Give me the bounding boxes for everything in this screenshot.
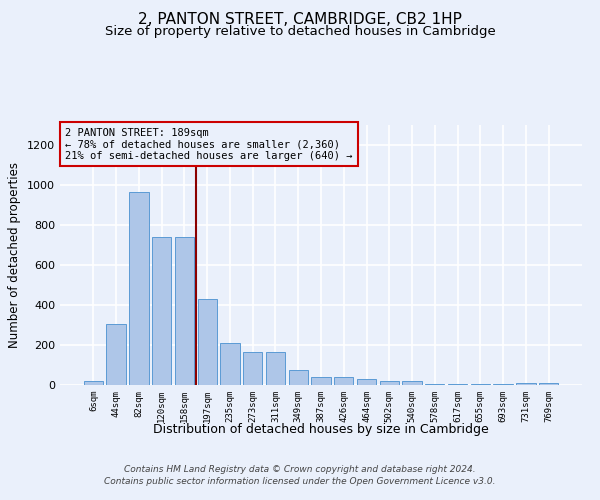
Bar xyxy=(106,324,126,385)
Bar xyxy=(220,343,239,385)
Text: Contains public sector information licensed under the Open Government Licence v3: Contains public sector information licen… xyxy=(104,478,496,486)
Bar xyxy=(129,192,149,385)
Bar xyxy=(84,380,103,385)
Text: 2 PANTON STREET: 189sqm
← 78% of detached houses are smaller (2,360)
21% of semi: 2 PANTON STREET: 189sqm ← 78% of detache… xyxy=(65,128,353,161)
Bar xyxy=(425,384,445,385)
Bar xyxy=(289,370,308,385)
Bar xyxy=(516,382,536,385)
Bar xyxy=(152,237,172,385)
Bar xyxy=(448,384,467,385)
Text: 2, PANTON STREET, CAMBRIDGE, CB2 1HP: 2, PANTON STREET, CAMBRIDGE, CB2 1HP xyxy=(138,12,462,28)
Text: Size of property relative to detached houses in Cambridge: Size of property relative to detached ho… xyxy=(104,25,496,38)
Bar xyxy=(357,379,376,385)
Bar xyxy=(175,237,194,385)
Bar xyxy=(197,299,217,385)
Bar xyxy=(266,352,285,385)
Bar xyxy=(403,382,422,385)
Bar xyxy=(334,377,353,385)
Bar xyxy=(243,352,262,385)
Y-axis label: Number of detached properties: Number of detached properties xyxy=(8,162,22,348)
Bar xyxy=(380,382,399,385)
Bar xyxy=(311,377,331,385)
Text: Distribution of detached houses by size in Cambridge: Distribution of detached houses by size … xyxy=(153,422,489,436)
Text: Contains HM Land Registry data © Crown copyright and database right 2024.: Contains HM Land Registry data © Crown c… xyxy=(124,465,476,474)
Bar xyxy=(470,384,490,385)
Bar xyxy=(539,382,558,385)
Bar xyxy=(493,384,513,385)
